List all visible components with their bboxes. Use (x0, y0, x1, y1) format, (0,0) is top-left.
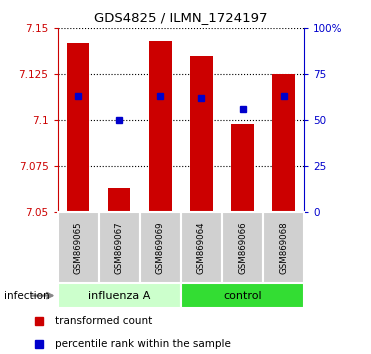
Bar (108, 188, 131, 212)
Bar (263, 212, 304, 283)
Text: percentile rank within the sample: percentile rank within the sample (55, 339, 231, 349)
Bar (67, 43, 89, 212)
Bar (58, 212, 99, 283)
Bar (181, 283, 304, 308)
Bar (149, 41, 172, 212)
Bar (231, 124, 254, 212)
Text: transformed count: transformed count (55, 316, 152, 326)
Bar (58, 283, 181, 308)
Text: GSM869067: GSM869067 (115, 222, 124, 274)
Title: GDS4825 / ILMN_1724197: GDS4825 / ILMN_1724197 (94, 11, 267, 24)
Text: GSM869065: GSM869065 (73, 222, 83, 274)
Bar (222, 212, 263, 283)
Text: GSM869066: GSM869066 (238, 222, 247, 274)
Bar (181, 212, 222, 283)
Text: influenza A: influenza A (88, 291, 150, 301)
Bar (140, 212, 181, 283)
Text: GSM869069: GSM869069 (156, 222, 165, 274)
Text: control: control (223, 291, 262, 301)
Text: GSM869064: GSM869064 (197, 222, 206, 274)
Text: GSM869068: GSM869068 (279, 222, 288, 274)
Text: infection: infection (4, 291, 49, 301)
Bar (99, 212, 140, 283)
Bar (190, 56, 213, 212)
Bar (272, 74, 295, 212)
